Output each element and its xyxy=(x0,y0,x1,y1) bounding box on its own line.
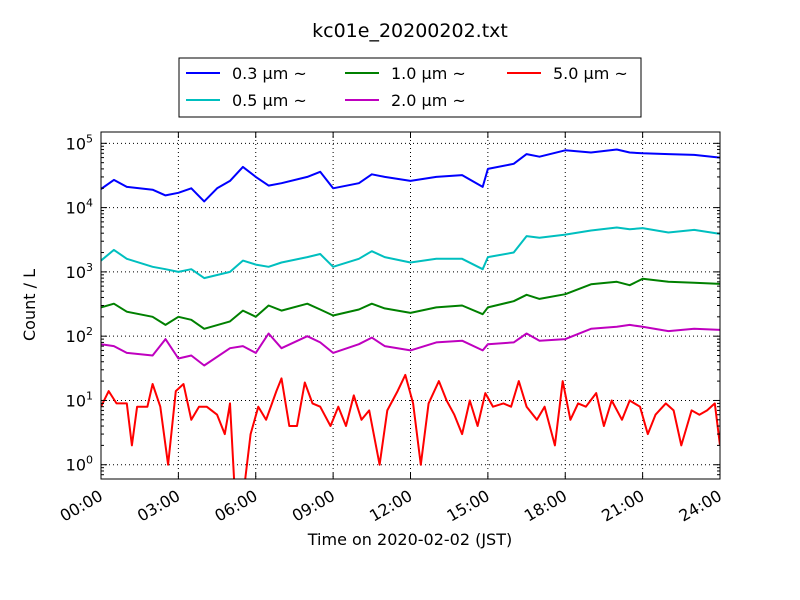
series-line-2 xyxy=(101,226,720,280)
y-tick-label: 105 xyxy=(66,132,93,153)
series-line-1 xyxy=(101,148,720,203)
y-axis-label: Count / L xyxy=(20,269,39,341)
y-tick-label: 101 xyxy=(66,389,93,410)
y-tick-label: 104 xyxy=(66,197,93,218)
series-line-4 xyxy=(101,323,720,367)
series-line-5 xyxy=(101,373,720,479)
legend-label: 5.0 μm ~ xyxy=(553,64,628,83)
legend-label: 0.5 μm ~ xyxy=(232,91,307,110)
legend: 0.3 μm ~ 0.5 μm ~ 1.0 μm ~ 2.0 μm ~ 5.0 μm ~ xyxy=(178,57,642,118)
legend-label: 2.0 μm ~ xyxy=(391,91,466,110)
y-tick-label: 102 xyxy=(66,325,93,346)
y-tick-label: 100 xyxy=(66,454,93,475)
legend-label: 0.3 μm ~ xyxy=(232,64,307,83)
chart-title: kc01e_20200202.txt xyxy=(312,20,508,42)
legend-box xyxy=(178,57,642,118)
y-tick-label: 103 xyxy=(66,261,93,282)
series-line-3 xyxy=(101,277,720,330)
x-axis-label: Time on 2020-02-02 (JST) xyxy=(307,530,512,549)
legend-label: 1.0 μm ~ xyxy=(391,64,466,83)
series-layer xyxy=(101,148,720,479)
